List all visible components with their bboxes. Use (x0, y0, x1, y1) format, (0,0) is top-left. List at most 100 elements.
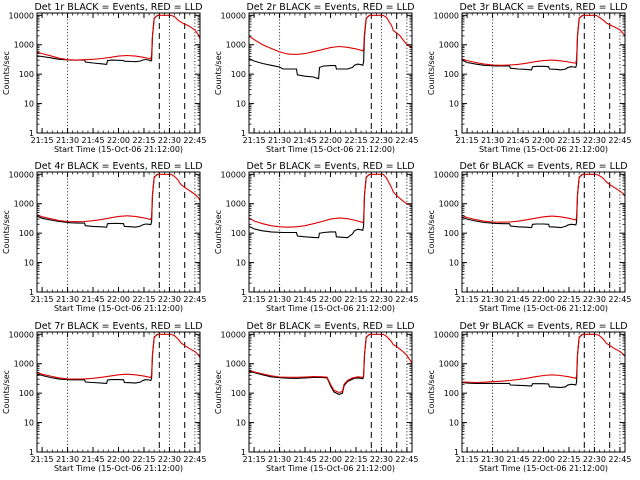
x-tick-label: 21:15 (31, 295, 54, 304)
series-events-line (462, 14, 583, 71)
x-tick-label: 21:15 (456, 295, 479, 304)
chart-title: Det 6r BLACK = Events, RED = LLD (459, 161, 627, 172)
y-tick-label: 1000 (14, 200, 34, 209)
chart-panel-7: Det 7r BLACK = Events, RED = LLD 1 10 100 10… (2, 321, 206, 473)
x-tick-label: 21:45 (507, 455, 530, 464)
x-tick-label: 21:45 (82, 136, 105, 145)
x-tick-label: 22:30 (158, 295, 181, 304)
x-tick-label: 21:30 (268, 136, 291, 145)
chart-title: Det 8r BLACK = Events, RED = LLD (246, 321, 414, 332)
x-tick-label: 22:45 (183, 455, 206, 464)
x-tick-label: 22:30 (158, 455, 181, 464)
x-tick-label: 22:00 (319, 295, 342, 304)
plot-frame (461, 12, 626, 134)
series-lld-line (37, 173, 200, 223)
y-tick-label: 1000 (14, 360, 34, 369)
y-tick-label: 1000 (14, 41, 34, 50)
y-tick-label: 10 (449, 100, 459, 109)
y-tick-label: 10000 (221, 170, 246, 179)
x-tick-label: 21:30 (268, 455, 291, 464)
x-tick-label: 21:45 (82, 455, 105, 464)
y-tick-label: 10000 (221, 330, 246, 339)
y-tick-label: 1 (241, 129, 246, 138)
y-tick-label: 10 (236, 100, 246, 109)
y-axis-label: Counts/sec (214, 210, 223, 254)
y-tick-label: 10 (449, 259, 459, 268)
y-tick-label: 100 (19, 70, 34, 79)
x-tick-label: 21:15 (456, 455, 479, 464)
y-tick-label: 1000 (226, 41, 246, 50)
x-tick-label: 22:45 (608, 136, 631, 145)
x-axis-label: Start Time (15-Oct-06 21:12:00) (479, 464, 608, 473)
chart-title: Det 9r BLACK = Events, RED = LLD (459, 321, 627, 332)
x-tick-label: 22:15 (344, 136, 367, 145)
x-tick-label: 21:30 (56, 295, 79, 304)
x-tick-label: 22:30 (583, 136, 606, 145)
x-tick-label: 21:15 (243, 455, 266, 464)
y-tick-label: 10000 (221, 11, 246, 20)
series-lld-line (249, 173, 412, 228)
x-tick-label: 21:30 (481, 136, 504, 145)
x-tick-label: 22:15 (132, 136, 155, 145)
y-tick-label: 10 (24, 100, 34, 109)
y-tick-label: 100 (444, 389, 459, 398)
x-tick-label: 22:15 (344, 455, 367, 464)
y-tick-label: 1000 (439, 41, 459, 50)
series-lld-line (462, 173, 625, 223)
y-tick-label: 10000 (9, 170, 34, 179)
x-tick-label: 21:45 (294, 136, 317, 145)
y-tick-label: 10 (236, 259, 246, 268)
y-axis-label: Counts/sec (427, 370, 436, 414)
x-axis-label: Start Time (15-Oct-06 21:12:00) (266, 304, 395, 313)
x-tick-label: 21:45 (294, 455, 317, 464)
x-tick-label: 21:45 (507, 136, 530, 145)
x-tick-label: 21:45 (507, 295, 530, 304)
x-tick-label: 21:30 (268, 295, 291, 304)
x-tick-label: 21:15 (456, 136, 479, 145)
chart-panel-5: Det 5r BLACK = Events, RED = LLD 1 10 100 10… (214, 161, 418, 313)
x-tick-label: 22:15 (557, 136, 580, 145)
x-tick-label: 22:45 (395, 455, 418, 464)
x-tick-label: 21:45 (294, 295, 317, 304)
y-tick-label: 10 (449, 419, 459, 428)
x-tick-label: 22:30 (583, 455, 606, 464)
y-tick-label: 10000 (434, 11, 459, 20)
x-tick-label: 21:15 (31, 455, 54, 464)
x-axis-label: Start Time (15-Oct-06 21:12:00) (54, 304, 183, 313)
y-tick-label: 10000 (434, 170, 459, 179)
x-tick-label: 22:45 (183, 295, 206, 304)
plot-frame (248, 12, 413, 134)
plot-frame (461, 331, 626, 453)
chart-title: Det 2r BLACK = Events, RED = LLD (246, 2, 414, 13)
y-tick-label: 100 (19, 229, 34, 238)
y-tick-label: 10 (236, 419, 246, 428)
plot-frame (36, 12, 201, 134)
chart-title: Det 1r BLACK = Events, RED = LLD (34, 2, 202, 13)
x-tick-label: 22:15 (557, 295, 580, 304)
series-lld-line (37, 333, 200, 380)
y-axis-label: Counts/sec (427, 210, 436, 254)
chart-panel-6: Det 6r BLACK = Events, RED = LLD 1 10 100 10… (427, 161, 631, 313)
x-tick-label: 21:30 (481, 295, 504, 304)
x-tick-label: 22:15 (344, 295, 367, 304)
y-tick-label: 100 (231, 229, 246, 238)
y-tick-label: 1 (241, 288, 246, 297)
y-tick-label: 10 (24, 419, 34, 428)
x-tick-label: 22:00 (107, 455, 130, 464)
chart-panel-9: Det 9r BLACK = Events, RED = LLD 1 10 100 10… (427, 321, 631, 473)
chart-title: Det 3r BLACK = Events, RED = LLD (459, 2, 627, 13)
x-tick-label: 22:15 (557, 455, 580, 464)
y-tick-label: 100 (19, 389, 34, 398)
x-axis-label: Start Time (15-Oct-06 21:12:00) (54, 464, 183, 473)
x-tick-label: 21:15 (243, 136, 266, 145)
x-axis-label: Start Time (15-Oct-06 21:12:00) (54, 145, 183, 154)
x-tick-label: 22:00 (532, 295, 555, 304)
series-lld-line (462, 14, 625, 66)
series-events-line (462, 333, 583, 389)
y-tick-label: 1000 (226, 360, 246, 369)
series-events-line (249, 333, 370, 396)
x-tick-label: 22:00 (107, 136, 130, 145)
x-tick-label: 22:00 (107, 295, 130, 304)
x-tick-label: 22:45 (608, 295, 631, 304)
x-tick-label: 21:30 (56, 136, 79, 145)
